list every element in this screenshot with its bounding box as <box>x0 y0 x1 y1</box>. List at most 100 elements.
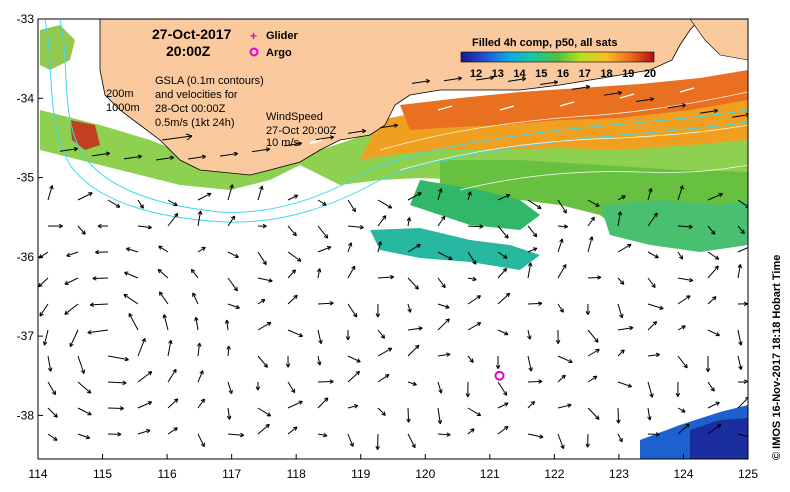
velocity-arrow <box>467 322 482 331</box>
velocity-arrow <box>59 146 79 152</box>
velocity-arrow <box>437 277 446 289</box>
velocity-arrow <box>737 355 743 370</box>
velocity-arrow <box>158 291 169 305</box>
velocity-arrow <box>467 276 477 282</box>
velocity-arrow <box>377 241 383 253</box>
x-tick-label: 120 <box>415 467 435 481</box>
velocity-arrow <box>437 432 451 437</box>
velocity-arrow <box>287 426 298 435</box>
x-tick-label: 125 <box>738 467 758 481</box>
velocity-arrow <box>647 277 656 289</box>
velocity-arrow <box>287 225 297 237</box>
colorbar: Filled 4h comp, p50, all sats 12 13 14 15 16… <box>460 37 656 80</box>
velocity-arrow <box>155 155 175 161</box>
velocity-arrow <box>707 251 720 260</box>
velocity-arrow <box>617 303 624 319</box>
velocity-arrow <box>647 212 658 227</box>
velocity-arrow <box>157 268 169 279</box>
velocity-arrow <box>677 277 694 283</box>
velocity-arrow <box>377 374 390 383</box>
velocity-arrow <box>647 251 659 259</box>
velocity-arrow <box>317 432 328 438</box>
velocity-arrow <box>226 407 232 420</box>
y-axis: -33 -34 -35 -36 -37 -38 <box>17 12 43 422</box>
velocity-arrow <box>587 329 599 343</box>
velocity-arrow <box>47 223 63 229</box>
velocity-arrow <box>107 380 127 386</box>
velocity-arrow <box>557 238 564 253</box>
velocity-arrow <box>497 329 509 336</box>
velocity-arrow <box>497 251 508 259</box>
x-tick-label: 122 <box>544 467 564 481</box>
velocity-arrow <box>587 275 602 280</box>
velocity-arrow <box>219 151 239 157</box>
velocity-arrow <box>347 370 361 383</box>
glider-legend-label: Glider <box>266 30 299 42</box>
velocity-arrow <box>527 355 533 372</box>
velocity-arrow <box>107 199 121 208</box>
velocity-arrow <box>677 224 693 230</box>
velocity-arrow <box>475 75 495 81</box>
velocity-arrow <box>587 216 595 227</box>
velocity-arrow <box>257 407 272 417</box>
velocity-arrow <box>347 303 358 318</box>
velocity-arrow <box>737 264 743 279</box>
gsla-line-1: GSLA (0.1m contours) <box>155 75 264 87</box>
isobath-200-label: 200m <box>106 88 134 100</box>
velocity-arrow <box>707 192 723 201</box>
velocity-arrow <box>287 329 304 338</box>
velocity-arrow <box>437 352 451 357</box>
colorbar-tick-label: 14 <box>513 68 526 80</box>
velocity-arrow <box>677 407 686 413</box>
velocity-arrow <box>317 379 334 384</box>
velocity-arrow <box>377 274 395 280</box>
velocity-arrow <box>69 329 79 348</box>
velocity-arrow <box>347 265 356 279</box>
velocity-arrow <box>467 428 475 435</box>
velocity-arrow <box>257 355 268 368</box>
velocity-arrow <box>527 379 543 384</box>
velocity-arrow <box>227 215 236 227</box>
velocity-arrow <box>407 277 419 290</box>
velocity-arrow <box>617 195 626 201</box>
velocity-arrow <box>585 433 590 448</box>
velocity-arrow <box>137 429 151 435</box>
velocity-arrow <box>287 294 298 305</box>
velocity-arrow <box>227 277 238 292</box>
velocity-arrow <box>379 123 399 129</box>
velocity-arrow <box>196 342 202 357</box>
velocity-arrow <box>647 187 653 201</box>
velocity-arrow <box>437 381 443 394</box>
velocity-arrow <box>737 379 748 384</box>
velocity-arrow <box>617 325 634 331</box>
velocity-arrow <box>557 355 573 364</box>
velocity-arrow <box>347 404 359 409</box>
velocity-arrow <box>227 303 240 310</box>
velocity-arrow <box>317 329 323 345</box>
colorbar-tick-label: 19 <box>622 68 634 80</box>
velocity-arrow <box>347 433 354 447</box>
velocity-arrow <box>443 76 463 82</box>
velocity-arrow <box>87 329 109 335</box>
argo-marker[interactable] <box>494 370 505 381</box>
x-tick-label: 121 <box>480 467 500 481</box>
x-tick-label: 123 <box>609 467 629 481</box>
velocity-arrow <box>377 329 386 339</box>
velocity-arrow <box>77 225 86 235</box>
velocity-arrow <box>347 242 353 253</box>
velocity-arrow <box>91 151 111 157</box>
x-tick-label: 115 <box>93 467 112 481</box>
velocity-vectors <box>38 75 748 451</box>
velocity-arrow <box>167 427 178 435</box>
velocity-arrow <box>587 199 600 207</box>
velocity-arrow <box>257 321 272 331</box>
map-date: 27-Oct-2017 <box>152 26 232 42</box>
velocity-arrow <box>557 433 565 450</box>
velocity-arrow <box>557 199 567 214</box>
velocity-arrow <box>287 194 299 201</box>
velocity-arrow <box>737 329 743 346</box>
velocity-arrow <box>197 210 203 227</box>
velocity-arrow <box>317 397 329 409</box>
velocity-arrow <box>555 329 561 344</box>
velocity-arrow <box>192 292 199 305</box>
